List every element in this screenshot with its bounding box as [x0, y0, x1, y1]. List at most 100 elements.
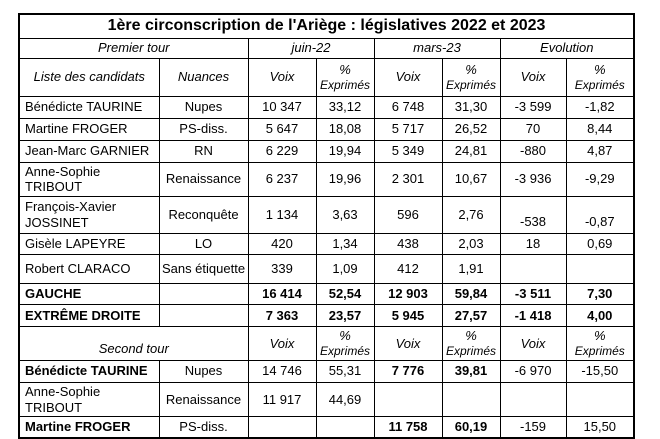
pct-juin-cell: 19,96	[315, 161, 375, 198]
pct-word: Exprimés	[574, 344, 625, 359]
pct-symbol: %	[339, 328, 351, 344]
pct-word: Exprimés	[319, 344, 370, 359]
results-table: 1ère circonscription de l'Ariège : légis…	[18, 13, 636, 439]
col-header-voix-juin: Voix	[247, 326, 317, 361]
pct-mars-cell: 26,52	[441, 117, 501, 141]
evo-voix-cell: 70	[499, 117, 567, 141]
voix-juin-cell: 420	[247, 233, 317, 256]
voix-juin-cell: 11 917	[247, 381, 317, 418]
col-header-pct-juin: % Exprimés	[315, 57, 375, 97]
voix-mars-cell: 7 776	[373, 359, 443, 383]
pct-symbol: %	[465, 328, 477, 344]
total-label-cell: GAUCHE	[18, 283, 160, 306]
pct-juin-cell: 55,31	[315, 359, 375, 383]
nuance-cell: PS-diss.	[158, 117, 249, 141]
col-header-voix-evolution: Voix	[499, 326, 567, 361]
voix-mars-cell: 412	[373, 254, 443, 285]
voix-mars-cell: 5 349	[373, 139, 443, 163]
pct-word: Exprimés	[445, 344, 496, 359]
candidate-name-cell: Robert CLARACO	[18, 254, 160, 285]
nuance-cell: Renaissance	[158, 381, 249, 418]
candidate-name-cell: Martine FROGER	[18, 117, 160, 141]
col-header-voix-evolution: Voix	[499, 57, 567, 97]
candidate-name-cell: Martine FROGER	[18, 416, 160, 439]
table-row: Bénédicte TAURINE Nupes 10 347 33,12 6 7…	[18, 95, 635, 119]
voix-mars-cell: 2 301	[373, 161, 443, 198]
pct-word: Exprimés	[574, 77, 625, 92]
pct-mars-cell: 27,57	[441, 304, 501, 328]
nuance-cell: LO	[158, 233, 249, 256]
col-header-pct-evolution: % Exprimés	[565, 57, 635, 97]
pct-word: Exprimés	[445, 77, 496, 92]
evo-voix-cell: -3 936	[499, 161, 567, 198]
col-header-voix-mars: Voix	[373, 326, 443, 361]
title-row: 1ère circonscription de l'Ariège : légis…	[18, 13, 635, 39]
evo-voix-cell	[499, 381, 567, 418]
pct-mars-cell: 10,67	[441, 161, 501, 198]
pct-symbol: %	[465, 61, 477, 77]
evo-voix-cell: 18	[499, 233, 567, 256]
pct-mars-cell: 1,91	[441, 254, 501, 285]
col-header-pct-mars: % Exprimés	[441, 326, 501, 361]
pct-juin-cell: 44,69	[315, 381, 375, 418]
voix-juin-cell: 10 347	[247, 95, 317, 119]
voix-juin-cell: 6 229	[247, 139, 317, 163]
nuance-cell: RN	[158, 139, 249, 163]
nuance-cell: Nupes	[158, 359, 249, 383]
col-header-pct-mars: % Exprimés	[441, 57, 501, 97]
evo-voix-cell: -3 511	[499, 283, 567, 306]
table-row: François-Xavier JOSSINET Reconquête 1 13…	[18, 196, 635, 235]
evo-pct-cell: 4,00	[565, 304, 635, 328]
evo-pct-cell: 15,50	[565, 416, 635, 439]
pct-juin-cell: 18,08	[315, 117, 375, 141]
pct-mars-cell: 2,03	[441, 233, 501, 256]
pct-juin-cell: 52,54	[315, 283, 375, 306]
table-row: Martine FROGER PS-diss. 11 758 60,19 -15…	[18, 416, 635, 439]
pct-juin-cell: 23,57	[315, 304, 375, 328]
voix-juin-cell: 7 363	[247, 304, 317, 328]
table-row: Gisèle LAPEYRE LO 420 1,34 438 2,03 18 0…	[18, 233, 635, 256]
pct-symbol: %	[593, 328, 606, 344]
candidate-name-cell: Anne-Sophie TRIBOUT	[18, 381, 160, 418]
table-row: Martine FROGER PS-diss. 5 647 18,08 5 71…	[18, 117, 635, 141]
voix-juin-cell: 16 414	[247, 283, 317, 306]
table-row: Bénédicte TAURINE Nupes 14 746 55,31 7 7…	[18, 359, 635, 383]
pct-juin-cell: 19,94	[315, 139, 375, 163]
candidate-name-cell: Gisèle LAPEYRE	[18, 233, 160, 256]
table-row: Anne-Sophie TRIBOUT Renaissance 6 237 19…	[18, 161, 635, 198]
nuance-cell: Renaissance	[158, 161, 249, 198]
group-header-juin-22: juin-22	[247, 37, 375, 59]
voix-mars-cell: 11 758	[373, 416, 443, 439]
pct-mars-cell: 39,81	[441, 359, 501, 383]
evo-voix-cell: -1 418	[499, 304, 567, 328]
evo-pct-cell: -0,87	[565, 196, 635, 235]
pct-mars-cell	[441, 381, 501, 418]
col-header-candidates: Liste des candidats	[18, 57, 160, 97]
nuance-cell	[158, 283, 249, 306]
total-row-gauche: GAUCHE 16 414 52,54 12 903 59,84 -3 511 …	[18, 283, 635, 306]
voix-mars-cell: 6 748	[373, 95, 443, 119]
table-row: Jean-Marc GARNIER RN 6 229 19,94 5 349 2…	[18, 139, 635, 163]
col-header-pct-juin: % Exprimés	[315, 326, 375, 361]
evo-pct-cell: 4,87	[565, 139, 635, 163]
pct-symbol: %	[339, 61, 351, 77]
voix-mars-cell: 5 717	[373, 117, 443, 141]
voix-mars-cell	[373, 381, 443, 418]
pct-mars-cell: 59,84	[441, 283, 501, 306]
col-header-voix-mars: Voix	[373, 57, 443, 97]
pct-juin-cell: 3,63	[315, 196, 375, 235]
voix-mars-cell: 5 945	[373, 304, 443, 328]
evo-pct-cell: 8,44	[565, 117, 635, 141]
pct-mars-cell: 31,30	[441, 95, 501, 119]
pct-mars-cell: 2,76	[441, 196, 501, 235]
col-header-nuances: Nuances	[158, 57, 249, 97]
pct-juin-cell: 1,09	[315, 254, 375, 285]
candidate-name-cell: Bénédicte TAURINE	[18, 95, 160, 119]
table-row: Robert CLARACO Sans étiquette 339 1,09 4…	[18, 254, 635, 285]
total-row-extreme-droite: EXTRÊME DROITE 7 363 23,57 5 945 27,57 -…	[18, 304, 635, 328]
nuance-cell: Nupes	[158, 95, 249, 119]
evo-voix-cell	[499, 254, 567, 285]
candidate-name-cell: François-Xavier JOSSINET	[18, 196, 160, 235]
total-label-cell: EXTRÊME DROITE	[18, 304, 160, 328]
group-header-evolution: Evolution	[499, 37, 635, 59]
